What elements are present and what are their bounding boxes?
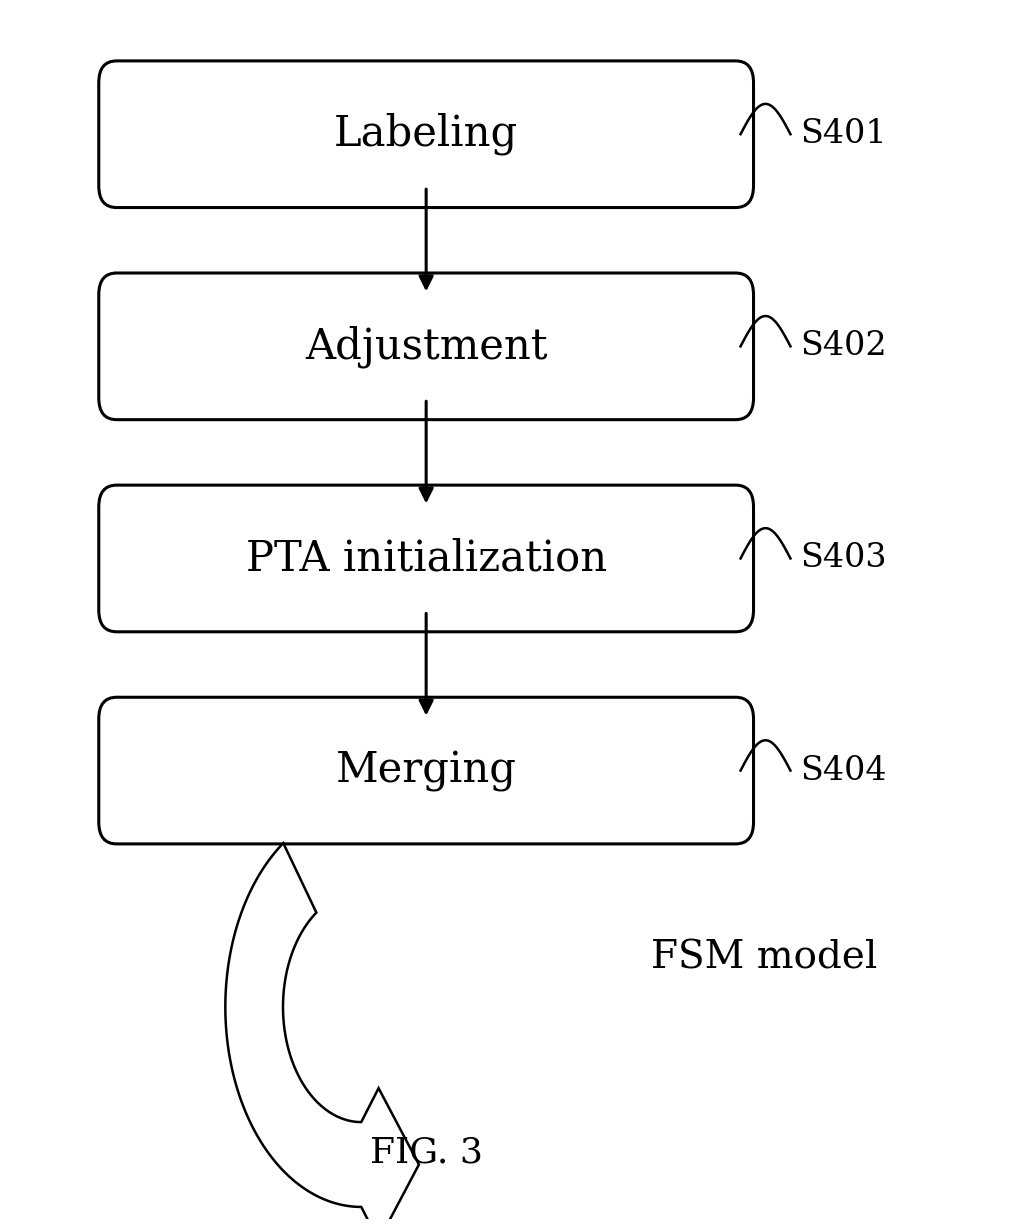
Text: Adjustment: Adjustment: [304, 325, 547, 368]
Text: Labeling: Labeling: [334, 113, 518, 156]
Text: S403: S403: [800, 542, 887, 575]
Text: Merging: Merging: [336, 749, 517, 792]
FancyBboxPatch shape: [99, 485, 753, 631]
Text: S404: S404: [800, 754, 886, 787]
Text: FIG. 3: FIG. 3: [369, 1135, 482, 1170]
FancyBboxPatch shape: [99, 698, 753, 843]
Text: PTA initialization: PTA initialization: [246, 537, 607, 580]
FancyBboxPatch shape: [99, 273, 753, 419]
Text: S401: S401: [800, 118, 887, 151]
Text: FSM model: FSM model: [650, 940, 877, 977]
FancyBboxPatch shape: [99, 61, 753, 207]
Text: S402: S402: [800, 330, 887, 363]
Polygon shape: [225, 843, 419, 1226]
